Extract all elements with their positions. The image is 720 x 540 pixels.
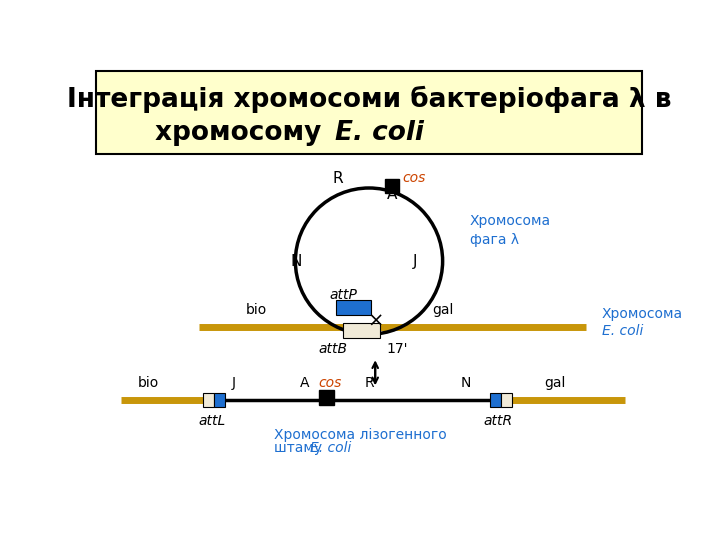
Bar [500, 393, 512, 407]
Bar [385, 179, 399, 193]
Text: A: A [387, 187, 397, 201]
Text: N: N [461, 376, 471, 390]
FancyBboxPatch shape [96, 71, 642, 154]
Text: bio: bio [138, 376, 158, 390]
Text: R: R [333, 171, 343, 186]
Text: R: R [364, 376, 374, 390]
Text: bio: bio [246, 303, 267, 318]
Bar [490, 393, 500, 407]
Text: attP: attP [330, 288, 357, 302]
Bar [203, 393, 214, 407]
Text: штаму: штаму [274, 441, 327, 455]
Text: gal: gal [432, 303, 454, 318]
Text: cos: cos [318, 376, 342, 390]
Bar [336, 300, 371, 315]
Text: Хромосома лізогенного: Хромосома лізогенного [274, 428, 447, 442]
Text: Хромосома
фага λ: Хромосома фага λ [469, 214, 551, 247]
Text: N: N [290, 254, 302, 268]
Text: J: J [231, 376, 235, 390]
Text: A: A [300, 376, 310, 390]
Text: cos: cos [402, 171, 426, 185]
Text: 17': 17' [387, 342, 408, 356]
Bar [214, 393, 225, 407]
Text: E. coli: E. coli [310, 441, 351, 455]
Text: хромосому: хромосому [155, 119, 330, 146]
Text: attL: attL [198, 414, 225, 428]
Text: attB: attB [318, 342, 347, 356]
Text: J: J [413, 254, 418, 268]
Bar [343, 323, 380, 338]
Text: Інтеграція хромосоми бактеріофага λ в: Інтеграція хромосоми бактеріофага λ в [67, 86, 671, 113]
Text: Хромосома: Хромосома [601, 307, 683, 321]
Bar [319, 390, 334, 405]
Text: E. coli: E. coli [335, 119, 424, 146]
Text: E. coli: E. coli [601, 325, 643, 338]
Text: ×: × [367, 312, 383, 330]
Text: gal: gal [544, 376, 566, 390]
Text: attR: attR [484, 414, 513, 428]
